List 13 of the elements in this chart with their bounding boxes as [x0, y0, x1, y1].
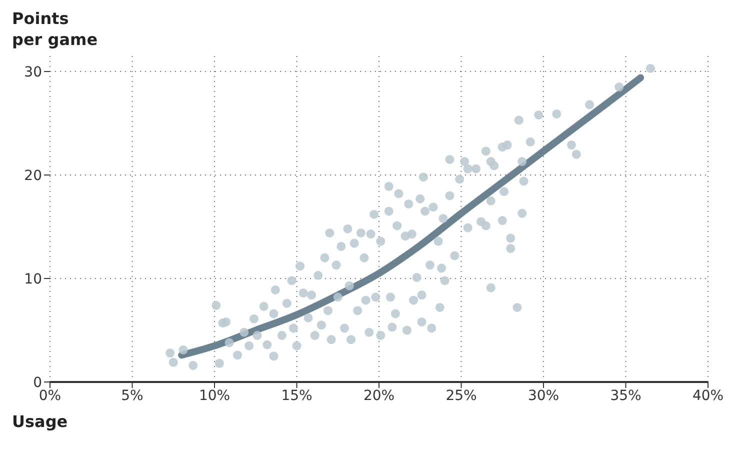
x-tick-label: 30%: [528, 388, 560, 404]
y-axis-title: Points per game: [12, 8, 99, 50]
x-tick-label: 5%: [121, 388, 144, 404]
x-tick-label: 25%: [446, 388, 477, 404]
x-tick-label: 20%: [363, 388, 395, 404]
y-tick-label: 10: [24, 271, 42, 288]
x-tick-label: 15%: [281, 388, 312, 404]
y-tick-label: 30: [24, 64, 42, 80]
x-axis-title: Usage: [12, 412, 69, 431]
x-tick-label: 10%: [198, 388, 230, 404]
x-tick-label: 35%: [610, 388, 642, 404]
x-tick-label: 40%: [692, 388, 724, 404]
y-tick-label: 20: [24, 168, 42, 184]
